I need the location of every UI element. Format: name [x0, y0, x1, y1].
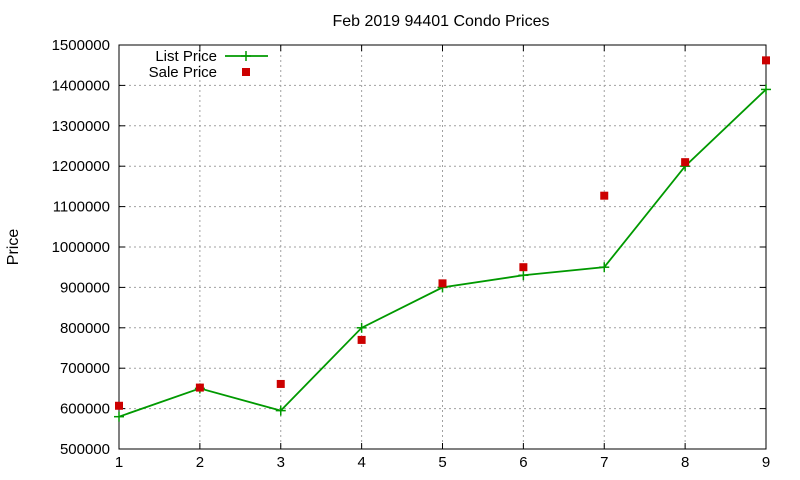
- legend-label: List Price: [155, 48, 217, 65]
- data-point: [195, 383, 204, 392]
- y-tick-label: 800000: [60, 320, 110, 337]
- y-axis-label: Price: [5, 229, 22, 266]
- data-point: [761, 84, 771, 95]
- y-tick-label: 1500000: [52, 37, 110, 54]
- x-tick-label: 2: [196, 454, 204, 471]
- ticks: 500000 600000 700000 800000 900000 1000000 110…: [52, 37, 771, 471]
- data-point: [276, 379, 285, 388]
- x-tick-label: 6: [519, 454, 527, 471]
- y-tick-label: 1100000: [53, 199, 110, 216]
- data-point: [357, 335, 366, 344]
- y-tick-label: 700000: [60, 360, 110, 377]
- y-tick-label: 900000: [60, 279, 110, 296]
- y-tick-label: 1400000: [52, 77, 110, 94]
- data-point: [599, 262, 610, 273]
- y-tick-label: 1300000: [52, 118, 110, 135]
- legend-marker: [242, 68, 250, 76]
- data-point: [114, 411, 124, 422]
- data-point: [681, 158, 690, 167]
- series-1: [115, 56, 770, 410]
- data-point: [600, 191, 609, 200]
- x-tick-label: 9: [762, 454, 770, 471]
- series: [114, 56, 771, 422]
- y-tick-label: 1000000: [52, 239, 110, 256]
- data-point: [519, 263, 528, 272]
- data-point: [115, 401, 123, 410]
- legend-label: Sale Price: [149, 64, 217, 81]
- chart-title: Feb 2019 94401 Condo Prices: [332, 13, 549, 30]
- grid: [119, 45, 766, 449]
- x-tick-label: 4: [357, 454, 365, 471]
- series-line: [118, 88, 767, 418]
- y-tick-label: 1200000: [52, 158, 110, 175]
- x-tick-label: 1: [115, 454, 123, 471]
- data-point: [275, 405, 286, 416]
- data-point: [762, 56, 770, 65]
- data-point: [356, 322, 367, 333]
- x-tick-label: 3: [277, 454, 285, 471]
- legend-marker: [241, 51, 251, 61]
- data-point: [518, 270, 529, 281]
- x-tick-label: 7: [600, 454, 608, 471]
- x-tick-label: 5: [438, 454, 446, 471]
- data-point: [438, 279, 447, 288]
- y-tick-label: 500000: [60, 441, 110, 458]
- y-tick-label: 600000: [60, 401, 110, 418]
- x-tick-label: 8: [681, 454, 689, 471]
